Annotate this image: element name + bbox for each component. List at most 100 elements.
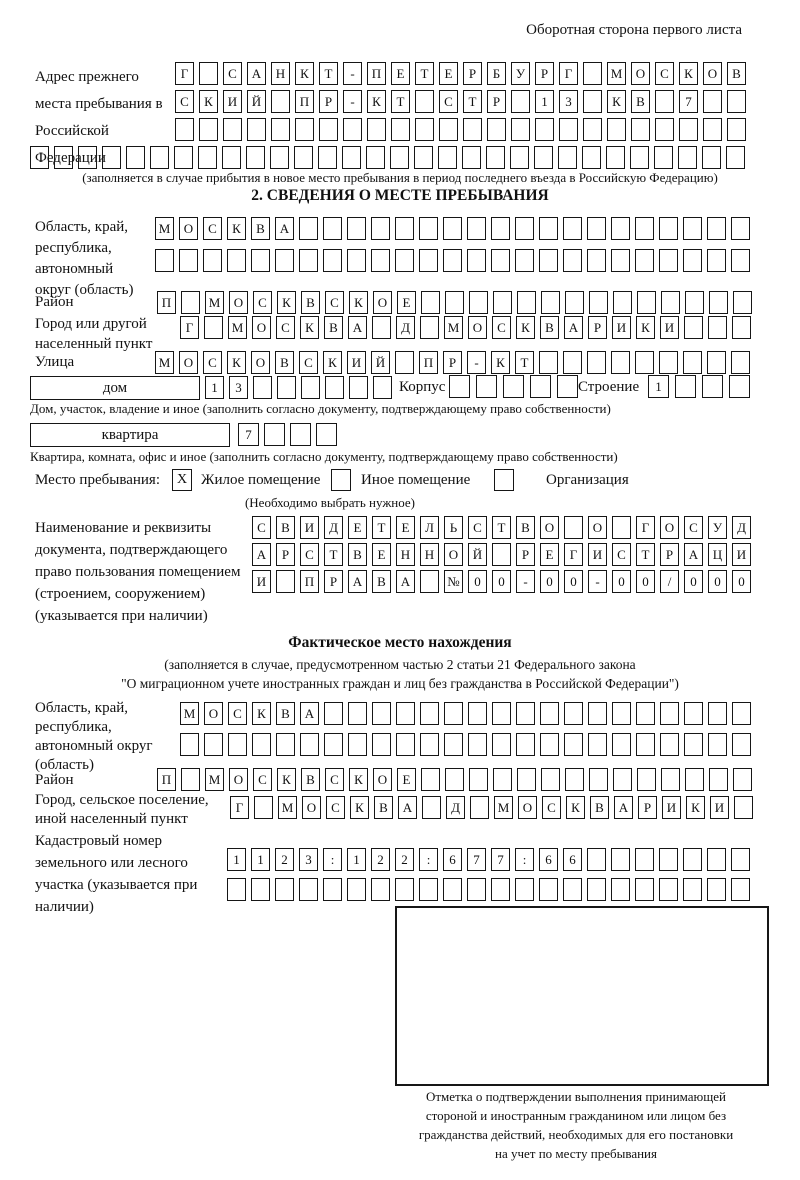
char-cell: К [367, 90, 386, 113]
char-cell: Е [396, 516, 415, 539]
char-cell [708, 702, 727, 725]
char-cell [371, 217, 390, 240]
char-cell [707, 878, 726, 901]
char-cell [733, 291, 752, 314]
char-cell [493, 768, 512, 791]
char-cell [316, 423, 337, 446]
char-cell [588, 702, 607, 725]
char-cell [675, 375, 696, 398]
char-cell [707, 848, 726, 871]
char-cell: А [348, 316, 367, 339]
char-cell [366, 146, 385, 169]
char-cell: Р [535, 62, 554, 85]
char-cell: Д [324, 516, 343, 539]
char-cell: - [588, 570, 607, 593]
char-cell: Е [439, 62, 458, 85]
char-cell: С [299, 351, 318, 374]
char-cell [420, 702, 439, 725]
char-cell [517, 768, 536, 791]
char-cell [467, 249, 486, 272]
char-cell [372, 702, 391, 725]
char-cell: В [372, 570, 391, 593]
char-cell: И [660, 316, 679, 339]
char-cell [223, 118, 242, 141]
char-cell: И [588, 543, 607, 566]
char-cell [564, 702, 583, 725]
char-cell: Ь [444, 516, 463, 539]
char-cell [181, 291, 200, 314]
char-cell: П [157, 768, 176, 791]
char-cell [254, 796, 273, 819]
char-cell [419, 249, 438, 272]
char-cell [583, 118, 602, 141]
char-cell [270, 146, 289, 169]
char-cell [198, 146, 217, 169]
char-cell: О [252, 316, 271, 339]
cadastral-label: Кадастровый номер земельного или лесного… [35, 833, 198, 915]
char-cell [467, 217, 486, 240]
char-cell: К [350, 796, 369, 819]
char-cell [684, 733, 703, 756]
char-cell [660, 733, 679, 756]
char-cell: А [614, 796, 633, 819]
char-cell [203, 249, 222, 272]
char-cell [539, 217, 558, 240]
char-cell: С [252, 516, 271, 539]
char-cell: 2 [395, 848, 414, 871]
char-cell [342, 146, 361, 169]
char-cell [420, 570, 439, 593]
char-cell: О [179, 217, 198, 240]
char-cell [606, 146, 625, 169]
char-cell [493, 291, 512, 314]
char-cell: О [204, 702, 223, 725]
char-cell [395, 878, 414, 901]
char-cell: И [252, 570, 271, 593]
char-cell: 0 [612, 570, 631, 593]
char-cell [534, 146, 553, 169]
char-cell: Е [348, 516, 367, 539]
char-cell [462, 146, 481, 169]
char-cell [228, 733, 247, 756]
char-cell [323, 217, 342, 240]
char-cell: Л [420, 516, 439, 539]
char-cell: В [324, 316, 343, 339]
char-cell: К [349, 768, 368, 791]
char-cell: - [467, 351, 486, 374]
char-cell [300, 733, 319, 756]
char-cell [659, 249, 678, 272]
city-label: Город или другой населенный пункт [35, 316, 153, 352]
char-cell [421, 768, 440, 791]
char-cell: И [347, 351, 366, 374]
char-cell: О [588, 516, 607, 539]
char-cell [438, 146, 457, 169]
char-cell: О [468, 316, 487, 339]
char-cell: П [419, 351, 438, 374]
char-cell: А [252, 543, 271, 566]
region-row-2 [155, 249, 750, 272]
char-cell [707, 249, 726, 272]
char-cell [299, 217, 318, 240]
char-cell: М [228, 316, 247, 339]
char-cell [415, 90, 434, 113]
char-cell [515, 249, 534, 272]
char-cell [540, 702, 559, 725]
char-cell: И [710, 796, 729, 819]
char-cell: О [518, 796, 537, 819]
char-cell [539, 351, 558, 374]
char-cell: Т [324, 543, 343, 566]
char-cell: Г [564, 543, 583, 566]
street-label: Улица [35, 354, 75, 370]
char-cell: 6 [539, 848, 558, 871]
char-cell: С [655, 62, 674, 85]
char-cell: Е [372, 543, 391, 566]
char-cell [324, 733, 343, 756]
confirmation-stamp-note: Отметка о подтверждении выполнения прини… [418, 1089, 734, 1161]
char-cell: О [373, 291, 392, 314]
char-cell [708, 733, 727, 756]
char-cell: Т [319, 62, 338, 85]
char-cell [612, 702, 631, 725]
